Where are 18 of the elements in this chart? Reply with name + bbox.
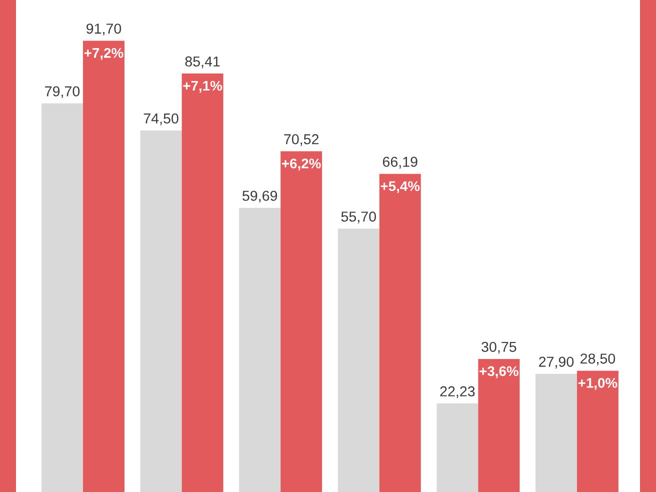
annotation: +6,2% (282, 158, 321, 170)
data-label: 27,90 (539, 356, 574, 369)
data-label: 66,19 (382, 156, 418, 169)
annotation: +5,4% (380, 181, 420, 194)
data-label: 30,75 (482, 342, 516, 354)
data-label: 70,52 (284, 134, 319, 146)
data-label: 55,70 (341, 212, 376, 224)
annotation: +1,0% (578, 378, 618, 390)
annotation: +7,1% (183, 80, 222, 93)
data-label: 85,41 (185, 56, 220, 68)
data-label: 59,69 (242, 190, 278, 203)
data-label: 79,70 (45, 86, 80, 98)
data-label: 74,50 (144, 113, 178, 126)
annotation: +7,2% (84, 48, 124, 60)
data-label: 91,70 (86, 24, 122, 36)
annotation: +3,6% (480, 366, 518, 378)
data-label: 22,23 (440, 386, 475, 398)
data-label: 28,50 (580, 354, 616, 366)
